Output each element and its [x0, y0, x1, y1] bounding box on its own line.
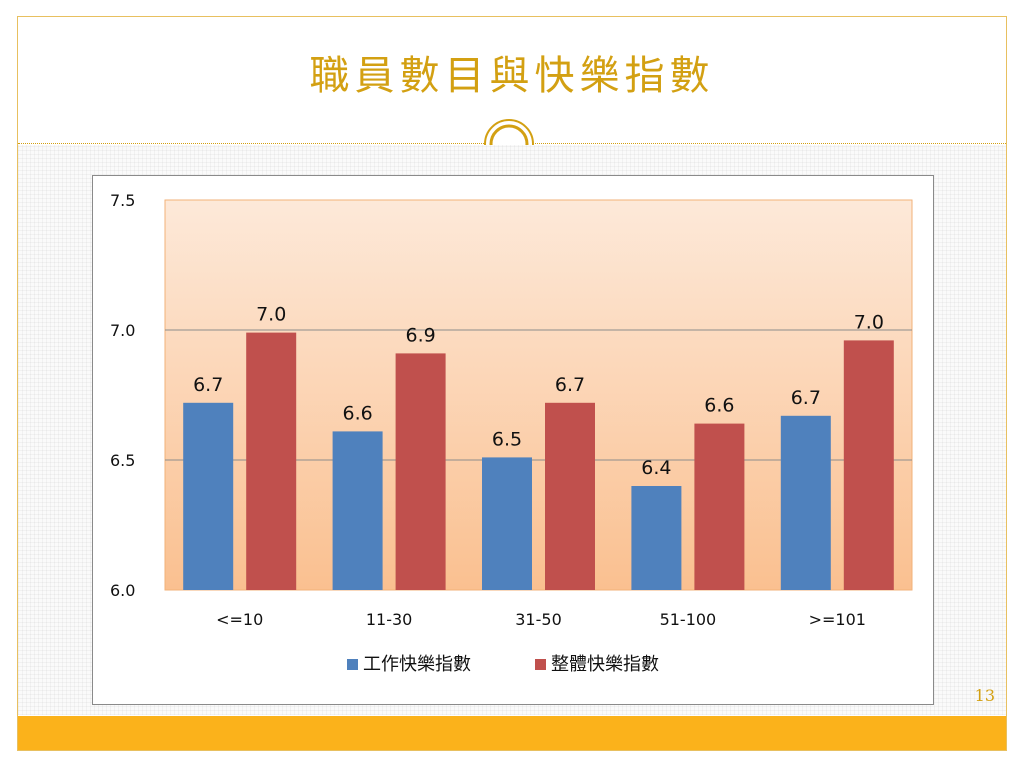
x-tick-label: >=101 — [809, 610, 866, 629]
x-tick-label: 51-100 — [660, 610, 717, 629]
bar-2 — [395, 353, 446, 590]
bar-2 — [694, 423, 745, 590]
legend-label: 工作快樂指數 — [363, 654, 471, 675]
data-label: 6.7 — [555, 374, 585, 396]
data-label: 6.6 — [342, 402, 372, 424]
bar-1 — [482, 457, 532, 590]
bar-1 — [780, 415, 831, 590]
bar-1 — [631, 486, 682, 590]
bar-1 — [183, 402, 234, 590]
y-tick-label: 7.0 — [110, 321, 135, 340]
bar-chart: 6.0 6.5 7.0 7.5 <=10 11-30 31-50 51-100 >=101 6.… — [110, 191, 913, 675]
data-label: 6.7 — [193, 374, 223, 396]
x-tick-label: <=10 — [216, 610, 263, 629]
data-label: 6.9 — [405, 324, 435, 346]
data-label: 7.0 — [854, 311, 884, 333]
bar-1 — [332, 431, 383, 590]
data-label: 7.0 — [256, 304, 286, 326]
y-tick-label: 7.5 — [110, 191, 135, 210]
bar-2 — [545, 402, 595, 590]
x-tick-label: 31-50 — [515, 610, 562, 629]
data-label: 6.7 — [791, 387, 821, 409]
legend-swatch — [347, 659, 358, 670]
slide-title: 職員數目與快樂指數 — [309, 53, 715, 99]
bar-2 — [246, 332, 297, 590]
y-tick-label: 6.5 — [110, 451, 135, 470]
data-label: 6.5 — [492, 428, 522, 450]
page-number: 13 — [974, 686, 995, 705]
data-label: 6.4 — [641, 457, 671, 479]
bottom-band — [18, 716, 1006, 750]
data-label: 6.6 — [704, 395, 734, 417]
x-tick-label: 11-30 — [366, 610, 413, 629]
bar-2 — [843, 340, 894, 590]
legend-swatch — [535, 659, 546, 670]
y-tick-label: 6.0 — [110, 581, 135, 600]
legend-label: 整體快樂指數 — [551, 654, 659, 675]
